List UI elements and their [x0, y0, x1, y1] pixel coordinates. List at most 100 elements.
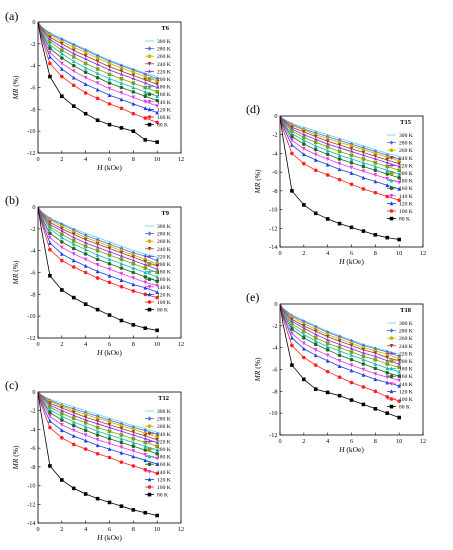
data-point	[290, 321, 294, 326]
series-line	[37, 206, 158, 298]
legend-label: 120 K	[399, 389, 413, 395]
data-point	[337, 339, 342, 344]
data-point	[83, 237, 88, 242]
data-point	[373, 151, 378, 156]
data-point	[155, 104, 159, 109]
data-point	[349, 368, 354, 373]
data-point	[95, 416, 100, 421]
x-tick-label: 12	[178, 341, 184, 348]
legend-item: 180 K	[145, 84, 171, 91]
legend-marker	[147, 54, 152, 58]
data-point	[155, 461, 159, 466]
data-point	[302, 346, 306, 351]
legend-marker	[147, 470, 152, 474]
series-240k	[37, 391, 159, 442]
y-axis-label: MR (%)	[11, 260, 20, 285]
legend-marker	[389, 140, 394, 145]
data-point	[119, 278, 124, 282]
data-point	[143, 85, 148, 90]
legend-marker	[147, 462, 152, 467]
data-point	[131, 255, 136, 260]
legend-label: 200 K	[399, 171, 413, 177]
legend-item: 160 K	[145, 277, 171, 283]
data-point	[325, 162, 330, 167]
series-line	[37, 21, 158, 107]
data-point	[107, 81, 112, 85]
series-220k	[279, 303, 402, 366]
data-point	[95, 242, 100, 247]
legend-label: 100 K	[399, 209, 413, 215]
data-point	[397, 159, 401, 163]
y-tick-label: 0	[32, 389, 35, 396]
data-point	[325, 148, 330, 153]
legend-item: 140 K	[145, 100, 171, 106]
data-point	[361, 147, 366, 152]
series-300k	[279, 303, 400, 355]
data-point	[301, 325, 307, 330]
data-point	[143, 510, 148, 515]
data-point	[71, 258, 76, 263]
data-point	[119, 261, 124, 266]
data-point	[337, 161, 342, 166]
data-point	[60, 288, 64, 292]
y-tick-label: -8	[272, 188, 277, 195]
series-180k	[37, 21, 159, 99]
data-point	[373, 361, 378, 366]
x-tick-label: 6	[350, 250, 353, 257]
x-tick-label: 6	[108, 341, 111, 348]
data-point	[60, 422, 64, 427]
data-point	[155, 328, 159, 333]
panel-title: T15	[400, 119, 412, 126]
data-point	[337, 140, 342, 144]
data-point	[83, 50, 88, 55]
data-point	[83, 111, 88, 116]
data-point	[60, 235, 64, 240]
data-point	[143, 458, 148, 463]
data-point	[361, 187, 366, 191]
data-point	[131, 258, 136, 263]
x-axis-label: H (kOe)	[96, 163, 122, 172]
data-point	[48, 240, 52, 245]
legend-item: 80 K	[387, 405, 410, 411]
data-point	[290, 331, 294, 336]
data-point	[143, 434, 148, 439]
data-point	[119, 266, 124, 270]
data-point	[131, 270, 136, 275]
legend-label: 240 K	[399, 344, 413, 350]
data-point	[325, 217, 330, 221]
legend-marker	[147, 115, 152, 119]
x-tick-label: 0	[36, 156, 39, 163]
data-point	[60, 436, 64, 440]
legend-item: 160 K	[387, 374, 413, 380]
series-line	[279, 303, 400, 373]
data-point	[107, 273, 112, 278]
series-200k	[37, 21, 159, 94]
y-tick-label: -10	[27, 128, 35, 135]
data-point	[385, 168, 390, 173]
data-point	[71, 232, 76, 237]
data-point	[107, 313, 112, 317]
panel-letter: (b)	[5, 193, 19, 207]
data-point	[373, 168, 378, 173]
y-tick-label: 0	[32, 204, 35, 211]
x-tick-label: 10	[154, 526, 160, 533]
data-point	[71, 265, 76, 269]
series-line	[37, 391, 158, 433]
data-point	[302, 135, 306, 140]
data-point	[290, 189, 294, 193]
series-line	[279, 115, 400, 190]
data-point	[119, 69, 124, 74]
data-point	[373, 160, 378, 165]
legend-item: 80 K	[145, 308, 168, 314]
panel-t18: (e) 0 2 4 6 8 10 12 0 -2 -4 -6 -8 -10 -12 H (kOe) MR (%)…	[246, 290, 426, 454]
legend-item: 80 K	[145, 493, 168, 499]
data-point	[83, 247, 88, 252]
data-point	[143, 280, 148, 285]
data-point	[313, 332, 318, 337]
legend-item: 180 K	[387, 178, 413, 185]
data-point	[107, 64, 112, 69]
data-point	[95, 59, 100, 64]
data-point	[155, 471, 159, 476]
legend-marker	[147, 277, 152, 282]
